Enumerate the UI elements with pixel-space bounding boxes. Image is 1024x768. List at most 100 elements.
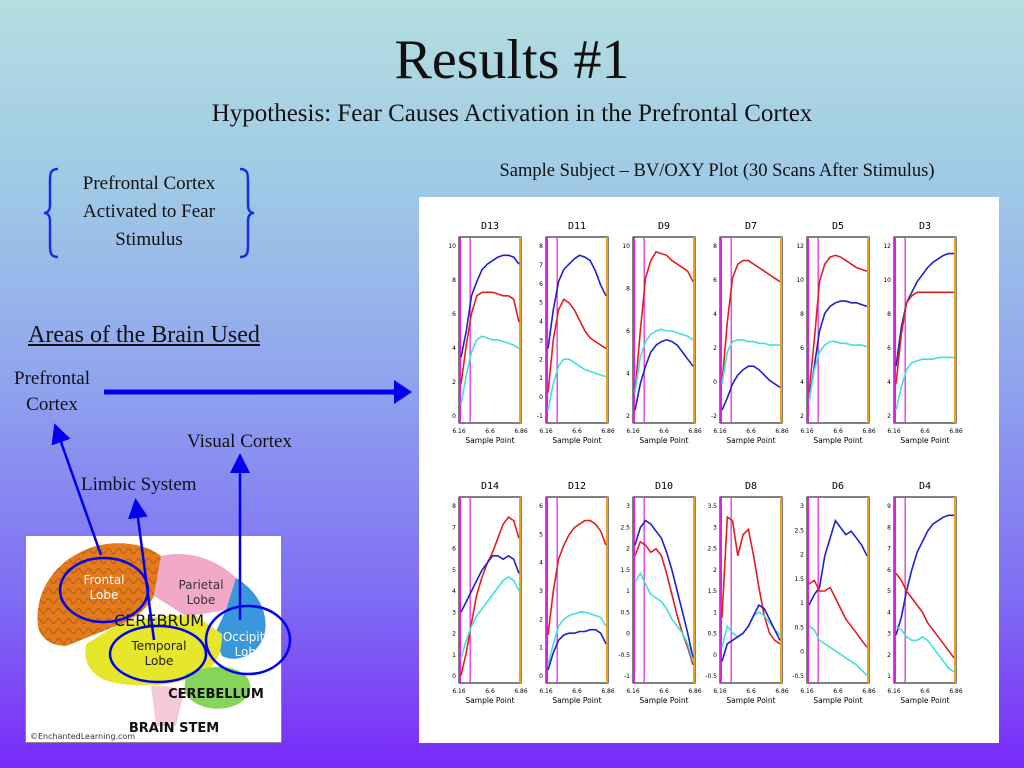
d13-series-red bbox=[460, 291, 520, 384]
d12-y-tick: 2 bbox=[539, 616, 543, 623]
d4-y-tick: 7 bbox=[887, 546, 891, 553]
d5-y-tick: 8 bbox=[800, 311, 804, 318]
d11-x-tick: 6.86 bbox=[601, 428, 615, 435]
d8-x-tick: 6.16 bbox=[713, 688, 727, 695]
brain-stem-shape bbox=[151, 686, 184, 726]
d8-y-tick: 0 bbox=[713, 652, 717, 659]
d9-series-cyan bbox=[634, 328, 694, 393]
temporal-lobe-label: Temporal bbox=[131, 639, 187, 653]
d14-frame bbox=[458, 496, 522, 684]
d8-frame bbox=[719, 496, 783, 684]
d11-x-tick: 6.6 bbox=[572, 428, 582, 435]
d8-x-tick: 6.86 bbox=[775, 688, 789, 695]
d9-xlabel: Sample Point bbox=[639, 436, 688, 445]
d9-x-tick: 6.16 bbox=[626, 428, 640, 435]
d14-xlabel: Sample Point bbox=[465, 696, 514, 705]
d7-title: D7 bbox=[745, 221, 757, 232]
plot-panel: D13 10 8 6 4 2 0 6.16 6.6 6.86 Sample Point D11 8 7 6 5… bbox=[419, 197, 999, 743]
d4-y-tick: 8 bbox=[887, 524, 891, 531]
d4-xlabel: Sample Point bbox=[900, 696, 949, 705]
d7-frame bbox=[719, 236, 783, 424]
d11-y-tick: 5 bbox=[539, 300, 543, 307]
d7-series-red bbox=[721, 259, 781, 384]
areas-heading: Areas of the Brain Used bbox=[28, 322, 260, 348]
d6-x-tick: 6.86 bbox=[862, 688, 876, 695]
callout-line: Prefrontal Cortex bbox=[82, 173, 216, 194]
d8-x-tick: 6.6 bbox=[746, 688, 756, 695]
d11-y-tick: 8 bbox=[539, 243, 543, 250]
d7-xlabel: Sample Point bbox=[726, 436, 775, 445]
d5-y-tick: 6 bbox=[800, 345, 804, 352]
d9-series-red bbox=[634, 250, 694, 393]
d14-series-blue bbox=[460, 554, 520, 613]
d11-y-tick: 1 bbox=[539, 375, 543, 382]
d8-y-tick: 1.5 bbox=[707, 588, 717, 595]
d10-y-tick: 1 bbox=[626, 588, 630, 595]
d11-series-red bbox=[547, 298, 607, 393]
d10-y-tick: 1.5 bbox=[620, 567, 630, 574]
d13-y-tick: 0 bbox=[452, 413, 456, 420]
d8-y-tick: 3 bbox=[713, 524, 717, 531]
cerebrum-label: CEREBRUM bbox=[114, 611, 204, 630]
d4-frame bbox=[893, 496, 957, 684]
d8-y-tick: 2 bbox=[713, 567, 717, 574]
d11-y-tick: 3 bbox=[539, 337, 543, 344]
d10-y-tick: 0 bbox=[626, 631, 630, 638]
d11-title: D11 bbox=[568, 221, 586, 232]
d9-y-tick: 4 bbox=[626, 371, 630, 378]
d13-xlabel: Sample Point bbox=[465, 436, 514, 445]
d5-xlabel: Sample Point bbox=[813, 436, 862, 445]
d7-y-tick: 0 bbox=[713, 379, 717, 386]
d12-y-tick: 4 bbox=[539, 560, 543, 567]
d10-y-tick: -1 bbox=[624, 673, 630, 680]
d9-series-blue bbox=[634, 338, 694, 411]
d6-y-tick: 1 bbox=[800, 600, 804, 607]
d9-x-tick: 6.86 bbox=[688, 428, 702, 435]
d13-y-tick: 8 bbox=[452, 277, 456, 284]
brain-illustration: Frontal Lobe Parietal Lobe CEREBRUM Temp… bbox=[30, 543, 275, 741]
d10-y-tick: 0.5 bbox=[620, 609, 630, 616]
d14-series-cyan bbox=[460, 575, 520, 659]
d6-y-tick: 0.5 bbox=[794, 624, 804, 631]
d14-y-tick: 5 bbox=[452, 567, 456, 574]
label-line: Prefrontal bbox=[14, 368, 90, 389]
d8-series-red bbox=[721, 515, 781, 645]
plot-caption: Sample Subject – BV/OXY Plot (30 Scans A… bbox=[499, 161, 935, 181]
d5-y-tick: 4 bbox=[800, 379, 804, 386]
d4-y-tick: 1 bbox=[887, 673, 891, 680]
d3-x-tick: 6.6 bbox=[920, 428, 930, 435]
parietal-lobe-label-2: Lobe bbox=[187, 593, 216, 607]
d5-frame bbox=[806, 236, 870, 424]
d6-series-cyan bbox=[808, 625, 868, 677]
d8-y-tick: 0.5 bbox=[707, 631, 717, 638]
d4-y-tick: 9 bbox=[887, 503, 891, 510]
d12-series-blue bbox=[547, 628, 607, 671]
d14-y-tick: 8 bbox=[452, 503, 456, 510]
d6-xlabel: Sample Point bbox=[813, 696, 862, 705]
d14-x-tick: 6.6 bbox=[485, 688, 495, 695]
d3-x-tick: 6.86 bbox=[949, 428, 963, 435]
limbic-system-label: Limbic System bbox=[81, 474, 197, 495]
d7-series-blue bbox=[721, 365, 781, 411]
d10-title: D10 bbox=[655, 481, 673, 492]
d4-series-red bbox=[895, 572, 955, 659]
d5-x-tick: 6.6 bbox=[833, 428, 843, 435]
d12-y-tick: 0 bbox=[539, 673, 543, 680]
d13-y-tick: 4 bbox=[452, 345, 456, 352]
d7-y-tick: 8 bbox=[713, 243, 717, 250]
d12-series-red bbox=[547, 519, 607, 636]
d14-y-tick: 2 bbox=[452, 631, 456, 638]
d12-xlabel: Sample Point bbox=[552, 696, 601, 705]
d10-y-tick: 2 bbox=[626, 546, 630, 553]
d4-y-tick: 4 bbox=[887, 609, 891, 616]
d9-y-tick: 10 bbox=[622, 243, 630, 250]
d5-y-tick: 2 bbox=[800, 413, 804, 420]
d13-x-tick: 6.86 bbox=[514, 428, 528, 435]
brain-stem-label: BRAIN STEM bbox=[129, 721, 219, 736]
d12-series-cyan bbox=[547, 611, 607, 666]
d10-series-cyan bbox=[634, 571, 694, 662]
label-line: Cortex bbox=[26, 394, 78, 415]
d6-y-tick: -0.5 bbox=[792, 673, 804, 680]
d8-y-tick: 3.5 bbox=[707, 503, 717, 510]
